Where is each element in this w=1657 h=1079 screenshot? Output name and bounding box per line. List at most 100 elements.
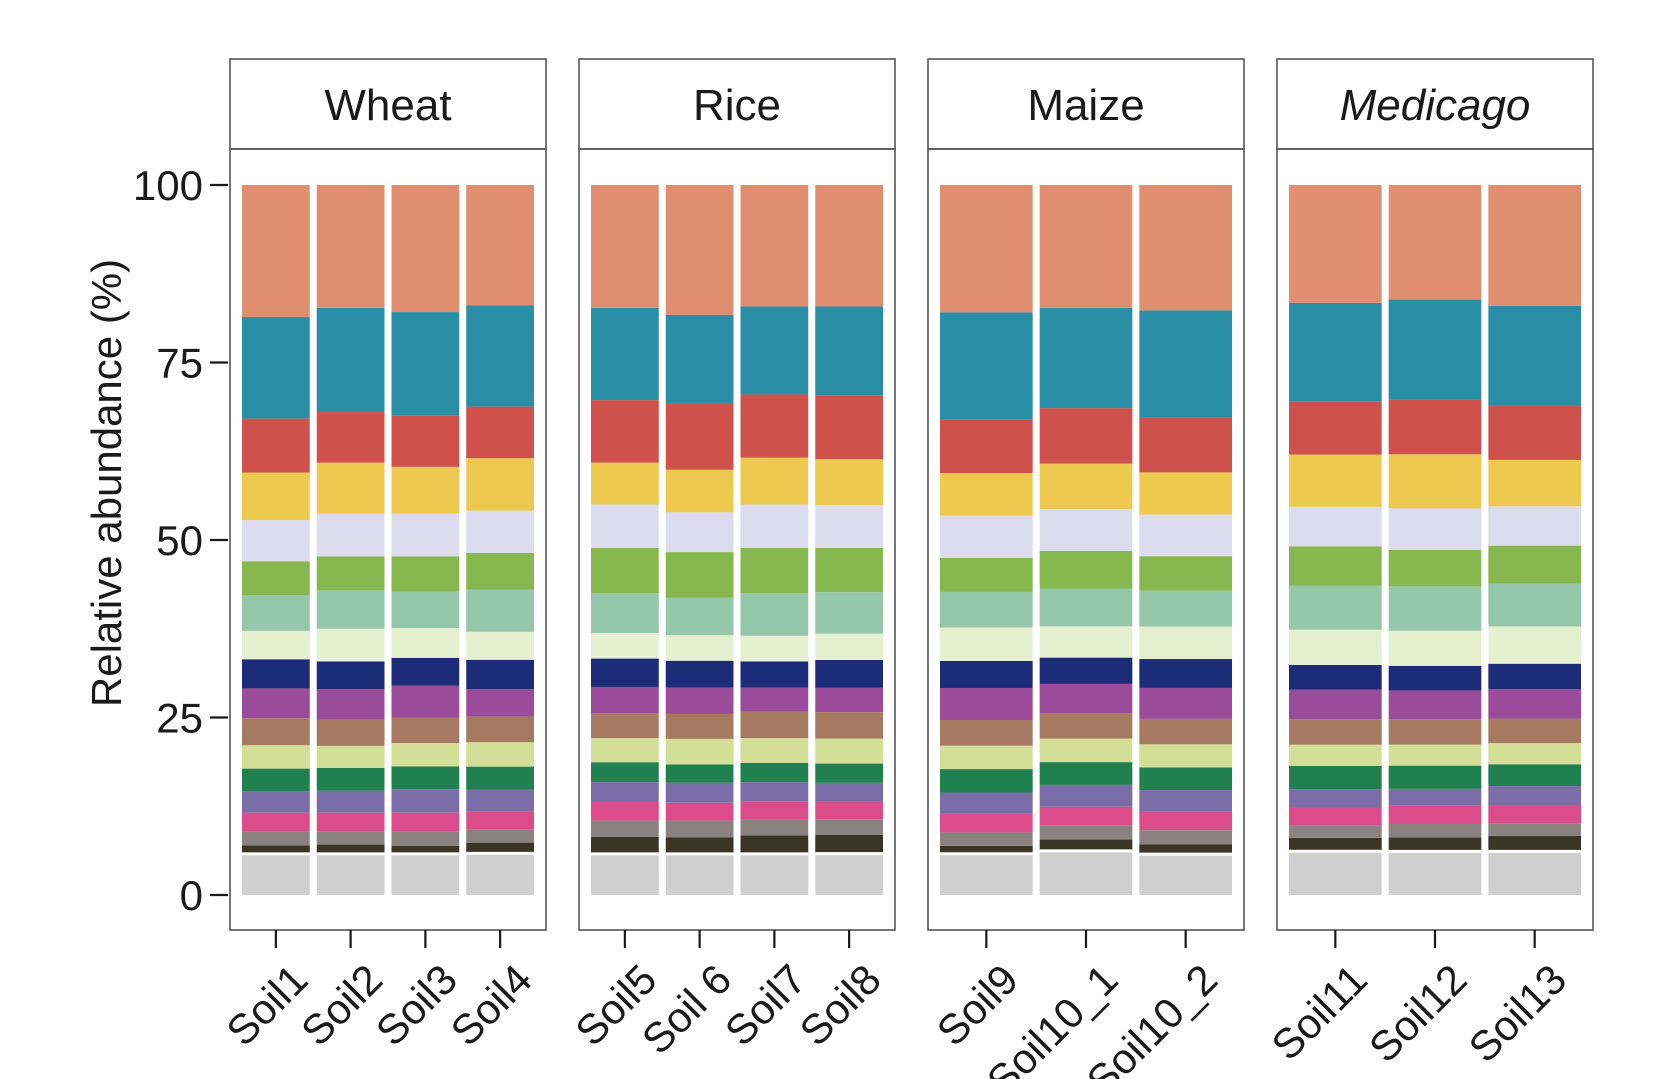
bar-segment — [1039, 626, 1133, 658]
bar-segment — [1139, 514, 1232, 557]
bar-segment — [316, 745, 385, 768]
bar-segment — [242, 561, 310, 596]
bar-segment — [1289, 789, 1382, 808]
bar-segment — [242, 659, 310, 689]
bar-segment — [740, 457, 809, 505]
bar-segment — [466, 659, 534, 690]
stacked-bar — [1488, 185, 1581, 895]
bar-segment — [740, 504, 809, 548]
bar-segment — [391, 812, 460, 832]
bar-segment — [940, 515, 1033, 558]
x-tick-label: Soil1 — [217, 955, 316, 1054]
bar-segment — [1289, 506, 1382, 547]
facet-strip — [1276, 58, 1594, 150]
bar-segment — [591, 400, 659, 463]
bar-segment — [940, 591, 1033, 628]
bar-segment — [1488, 823, 1581, 836]
bar-segment — [1488, 851, 1581, 895]
bar-segment — [591, 593, 659, 634]
bar-segment — [1388, 690, 1482, 720]
bar-segment — [316, 513, 385, 557]
bar-segment — [391, 185, 460, 313]
bar-segment — [1039, 806, 1133, 826]
bar-segment — [665, 782, 734, 803]
bar-segment — [466, 766, 534, 790]
bar-segment — [466, 185, 534, 306]
bar-segment — [1488, 663, 1581, 690]
bar-segment — [391, 556, 460, 592]
bar-segment — [940, 660, 1033, 688]
bar-segment — [1039, 185, 1133, 308]
bar-segment — [591, 658, 659, 687]
bar-segment — [665, 314, 734, 403]
bar-segment — [242, 745, 310, 769]
bar-segment — [1488, 805, 1581, 824]
bar-segment — [665, 738, 734, 765]
bar-segment — [1488, 718, 1581, 744]
bar-segment — [1488, 459, 1581, 507]
bar-segment — [316, 462, 385, 514]
bar-segment — [391, 312, 460, 416]
bar-segment — [466, 552, 534, 590]
bar-segment — [815, 712, 883, 739]
bar-segment — [740, 547, 809, 594]
bar-segment — [316, 767, 385, 791]
bar-segment — [815, 801, 883, 820]
bar-segment — [740, 782, 809, 802]
bar-segment — [740, 306, 809, 395]
y-tick-label: 50 — [156, 517, 203, 564]
bar-segment — [1488, 743, 1581, 765]
bar-segment — [1289, 719, 1382, 745]
bar-segment — [1488, 835, 1581, 852]
bar-segment — [940, 769, 1033, 793]
bar-segment — [665, 185, 734, 315]
bar-segment — [591, 307, 659, 401]
facet-frame — [229, 148, 547, 931]
bar-segment — [1039, 463, 1133, 510]
bar-segment — [242, 718, 310, 746]
bar-segment — [665, 713, 734, 739]
bar-segment — [665, 853, 734, 895]
bar-segment — [1388, 586, 1482, 631]
bar-segment — [391, 831, 460, 847]
bar-segment — [1488, 185, 1581, 306]
bar-segment — [316, 411, 385, 463]
stacked-bar — [1139, 185, 1232, 895]
stacked-bar — [242, 185, 310, 895]
bar-segment — [1039, 551, 1133, 589]
bar-segment — [1139, 687, 1232, 719]
bar-segment — [940, 419, 1033, 474]
bar-segment — [1388, 665, 1482, 691]
bar-segment — [1289, 401, 1382, 455]
bar-segment — [940, 312, 1033, 420]
bar-segment — [815, 687, 883, 713]
bar-segment — [815, 185, 883, 307]
facet-title: Wheat — [324, 81, 451, 130]
bar-segment — [1488, 405, 1581, 460]
bar-segment — [1388, 805, 1482, 824]
y-tick-label: 0 — [180, 872, 203, 919]
bar-segment — [665, 820, 734, 838]
bar-segment — [740, 853, 809, 895]
bar-segment — [1039, 509, 1133, 552]
bar-segment — [242, 418, 310, 473]
bar-segment — [591, 738, 659, 763]
bar-segment — [1139, 472, 1232, 515]
facet-strip — [927, 58, 1245, 150]
bar-segment — [1289, 837, 1382, 852]
bar-segment — [1388, 719, 1482, 745]
bar-segment — [1289, 689, 1382, 720]
bar-segment — [1488, 626, 1581, 664]
bar-segment — [591, 820, 659, 837]
bar-segment — [591, 853, 659, 895]
bar-segment — [1039, 825, 1133, 840]
y-tick-label: 25 — [156, 695, 203, 742]
bar-segment — [1039, 408, 1133, 464]
bar-segment — [1289, 744, 1382, 766]
bar-segment — [591, 782, 659, 802]
bar-segment — [242, 472, 310, 521]
